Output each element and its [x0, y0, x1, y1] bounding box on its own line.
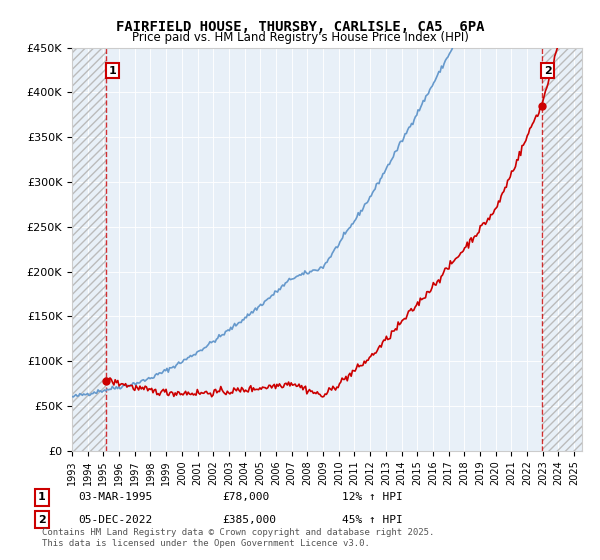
- Text: 12% ↑ HPI: 12% ↑ HPI: [342, 492, 403, 502]
- Text: Contains HM Land Registry data © Crown copyright and database right 2025.
This d: Contains HM Land Registry data © Crown c…: [42, 528, 434, 548]
- Text: 1: 1: [38, 492, 46, 502]
- Text: 2: 2: [38, 515, 46, 525]
- Text: 03-MAR-1995: 03-MAR-1995: [78, 492, 152, 502]
- Text: Price paid vs. HM Land Registry's House Price Index (HPI): Price paid vs. HM Land Registry's House …: [131, 31, 469, 44]
- Text: £385,000: £385,000: [222, 515, 276, 525]
- Bar: [72, 48, 106, 451]
- Text: FAIRFIELD HOUSE, THURSBY, CARLISLE, CA5  6PA: FAIRFIELD HOUSE, THURSBY, CARLISLE, CA5 …: [116, 20, 484, 34]
- Text: 1: 1: [109, 66, 116, 76]
- Bar: [542, 48, 582, 451]
- Text: £78,000: £78,000: [222, 492, 269, 502]
- Text: 45% ↑ HPI: 45% ↑ HPI: [342, 515, 403, 525]
- Text: 2: 2: [544, 66, 551, 76]
- Text: 05-DEC-2022: 05-DEC-2022: [78, 515, 152, 525]
